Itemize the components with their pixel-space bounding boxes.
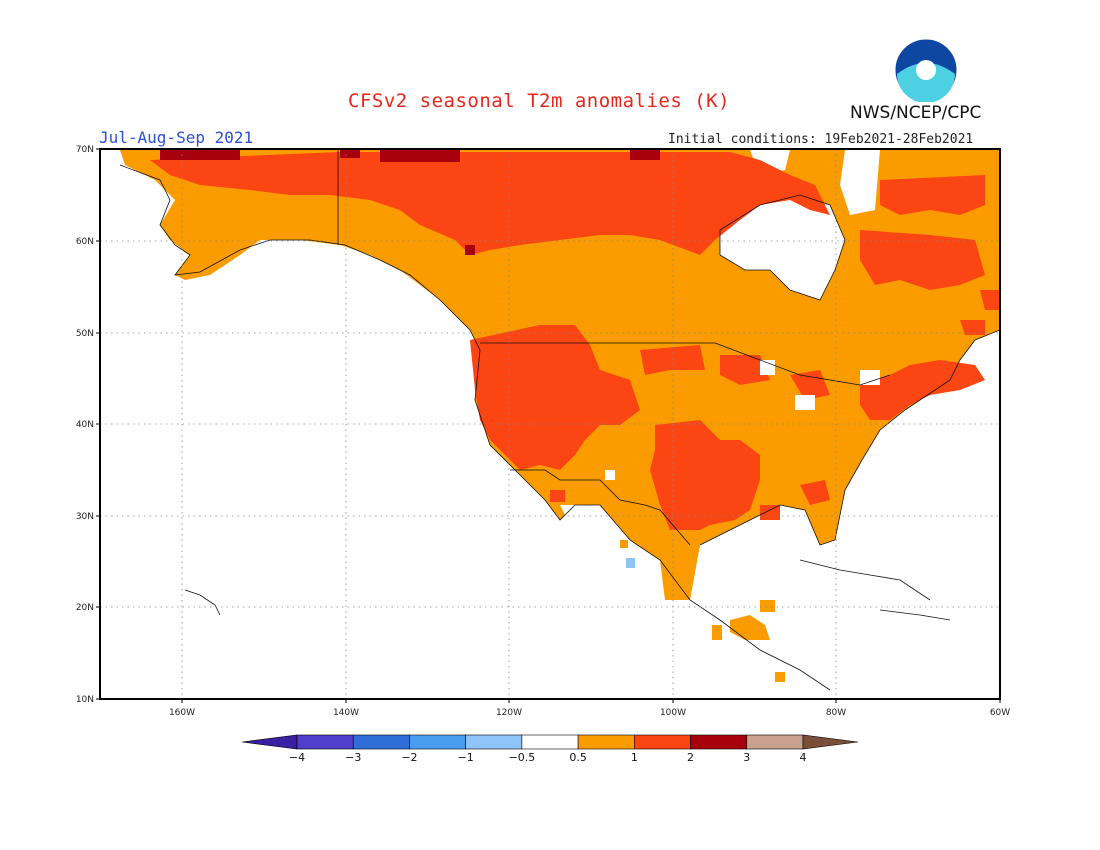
colorbar-tick-label: −3 — [345, 751, 362, 764]
colorbar-swatch — [577, 734, 635, 750]
colorbar — [241, 734, 859, 750]
colorbar-tick-label: 1 — [630, 751, 638, 764]
lat-label-70n: 70N — [76, 145, 94, 155]
gridlines — [100, 149, 1000, 699]
region-arctic-warm — [150, 152, 830, 255]
lon-label-100w: 100W — [660, 708, 686, 718]
colorbar-tick-label: −1 — [457, 751, 474, 764]
colorbar-swatch — [634, 734, 691, 750]
region-western-us-warm — [470, 325, 640, 470]
lat-label-10n: 10N — [76, 695, 94, 705]
lon-label-160w: 160W — [169, 708, 195, 718]
colorbar-tick-label: 4 — [799, 751, 807, 764]
colorbar-tick-label: 2 — [687, 751, 695, 764]
colorbar-swatch — [746, 734, 804, 750]
lat-label-50n: 50N — [76, 329, 94, 339]
initial-conditions-label: Initial conditions: 19Feb2021-28Feb2021 — [668, 132, 974, 147]
colorbar-tick-label: 0.5 — [569, 751, 587, 764]
colorbar-tick-label: 3 — [743, 751, 751, 764]
lat-label-40n: 40N — [76, 420, 94, 430]
anomaly-field — [120, 150, 1000, 682]
colorbar-swatch — [352, 734, 410, 750]
colorbar-tick-label: −0.5 — [508, 751, 536, 764]
colorbar-swatch — [521, 734, 579, 750]
lat-label-60n: 60N — [76, 237, 94, 247]
coastlines — [119, 150, 1000, 691]
region-southern-plains-warm — [650, 420, 760, 530]
season-label: Jul-Aug-Sep 2021 — [99, 128, 254, 147]
lon-label-80w: 80W — [826, 708, 846, 718]
noaa-logo-icon — [894, 38, 958, 102]
colorbar-swatch — [296, 734, 354, 750]
region-northeast-warm — [860, 360, 985, 420]
agency-label: NWS/NCEP/CPC — [850, 103, 982, 123]
colorbar-tick-label: −2 — [401, 751, 418, 764]
lon-label-120w: 120W — [496, 708, 522, 718]
colorbar-swatch — [465, 734, 523, 750]
lat-label-30n: 30N — [76, 512, 94, 522]
colorbar-tick-label: −4 — [288, 751, 306, 764]
lon-label-60w: 60W — [990, 708, 1010, 718]
colorbar-arrow-high — [802, 734, 859, 750]
map-title: CFSv2 seasonal T2m anomalies (K) — [348, 90, 731, 112]
colorbar-swatch — [690, 734, 748, 750]
colorbar-swatch — [409, 734, 466, 750]
region-west-mexico-cool — [626, 558, 635, 568]
lat-label-20n: 20N — [76, 603, 94, 613]
colorbar-arrow-low — [241, 734, 298, 750]
lon-label-140w: 140W — [333, 708, 359, 718]
